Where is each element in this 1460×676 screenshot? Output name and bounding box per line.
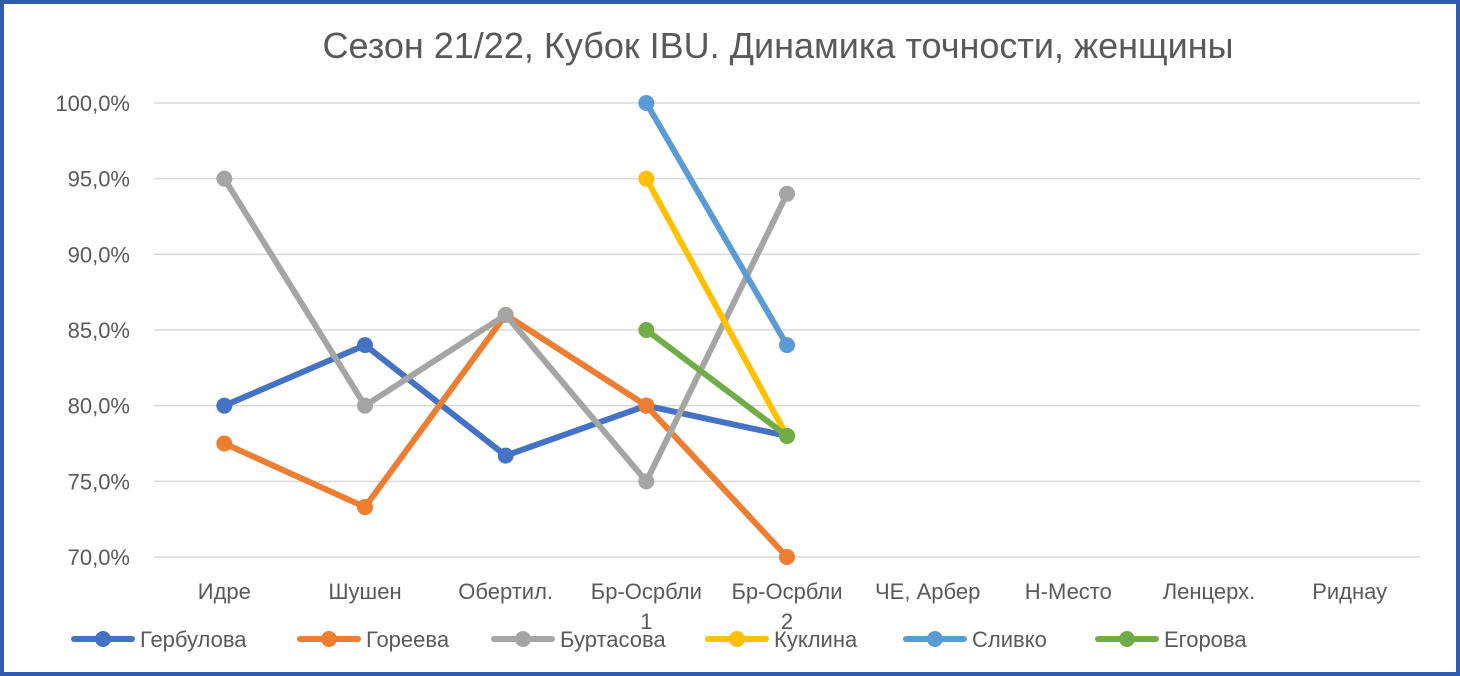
y-tick-label: 80,0% — [68, 394, 130, 419]
legend-item: Егорова — [1095, 627, 1247, 652]
data-point — [497, 447, 514, 464]
y-tick-label: 70,0% — [68, 545, 130, 570]
legend-label: Гореева — [366, 627, 450, 652]
legend-item: Буртасова — [491, 627, 666, 652]
legend-label: Куклина — [774, 627, 858, 652]
x-tick-line: ЧЕ, Арбер — [875, 579, 980, 604]
series-line — [643, 100, 790, 349]
data-point — [216, 397, 233, 414]
series — [216, 170, 795, 490]
data-point — [638, 170, 655, 187]
x-tick-line: 1 — [640, 609, 652, 634]
x-tick-line: Бр-Осрбли — [591, 579, 702, 604]
series — [638, 322, 795, 444]
series — [638, 170, 795, 444]
legend-marker — [515, 631, 531, 647]
data-point — [216, 435, 233, 452]
x-tick-line: Риднау — [1312, 579, 1387, 604]
legend-item: Гербулова — [71, 627, 247, 652]
data-point — [779, 427, 795, 444]
legend-item: Куклина — [705, 627, 858, 652]
x-tick-label: Шушен — [328, 579, 401, 604]
gridlines — [154, 102, 1420, 558]
legend-label: Буртасова — [560, 627, 666, 652]
y-tick-label: 95,0% — [68, 167, 130, 192]
x-tick-label: Бр-Осрбли 2 — [731, 579, 842, 634]
series-line — [643, 175, 790, 439]
series-layer — [216, 95, 795, 565]
data-point — [357, 337, 373, 354]
legend-marker — [927, 631, 943, 647]
data-point — [638, 473, 655, 490]
x-tick-label: ЧЕ, Арбер — [875, 579, 980, 604]
series — [638, 95, 795, 354]
data-point — [357, 499, 373, 516]
data-point — [779, 549, 795, 565]
legend-marker — [321, 631, 337, 647]
data-point — [216, 170, 233, 187]
legend-marker — [729, 631, 745, 647]
legend-item: Сливко — [903, 627, 1047, 652]
legend-marker — [1119, 631, 1135, 647]
x-tick-line: Ленцерх. — [1163, 579, 1256, 604]
x-tick-line: Н-Место — [1025, 579, 1112, 604]
y-tick-label: 90,0% — [68, 242, 130, 267]
legend-label: Гербулова — [140, 627, 247, 652]
y-tick-label: 85,0% — [68, 318, 130, 343]
legend-item: Гореева — [297, 627, 450, 652]
legend-label: Егорова — [1164, 627, 1247, 652]
data-point — [638, 95, 655, 111]
x-tick-label: Н-Место — [1025, 579, 1112, 604]
series-line — [643, 327, 790, 439]
x-tick-line: 2 — [781, 609, 793, 634]
y-tick-label: 75,0% — [68, 469, 130, 494]
data-point — [638, 397, 655, 414]
x-tick-line: Обертил. — [458, 579, 553, 604]
y-tick-label: 100,0% — [55, 91, 130, 116]
data-point — [638, 322, 655, 338]
legend-label: Сливко — [972, 627, 1047, 652]
series-line — [221, 311, 790, 560]
chart-title: Сезон 21/22, Кубок IBU. Динамика точност… — [323, 25, 1234, 66]
legend-marker — [95, 631, 111, 647]
x-tick-line: Идре — [198, 579, 251, 604]
series — [216, 306, 795, 565]
x-tick-label: Бр-Осрбли 1 — [591, 579, 702, 634]
x-tick-label: Риднау — [1312, 579, 1387, 604]
data-point — [779, 337, 795, 354]
data-point — [357, 397, 373, 414]
data-point — [497, 306, 514, 323]
legend: Гербулова Гореева Буртасова Куклина Сливко Ег… — [71, 627, 1247, 652]
x-tick-line: Шушен — [328, 579, 401, 604]
x-tick-label: Ленцерх. — [1163, 579, 1256, 604]
x-tick-line: Бр-Осрбли — [731, 579, 842, 604]
data-point — [779, 185, 795, 202]
y-axis-ticks: 100,0% 95,0% 90,0% 85,0% 80,0% 75,0% 70,0% — [55, 91, 130, 570]
x-tick-label: Обертил. — [458, 579, 553, 604]
x-axis-ticks: Идре Шушен Обертил. Бр-Осрбли 1 Бр-Осрбли 2 ЧЕ,… — [198, 579, 1387, 634]
x-tick-label: Идре — [198, 579, 251, 604]
